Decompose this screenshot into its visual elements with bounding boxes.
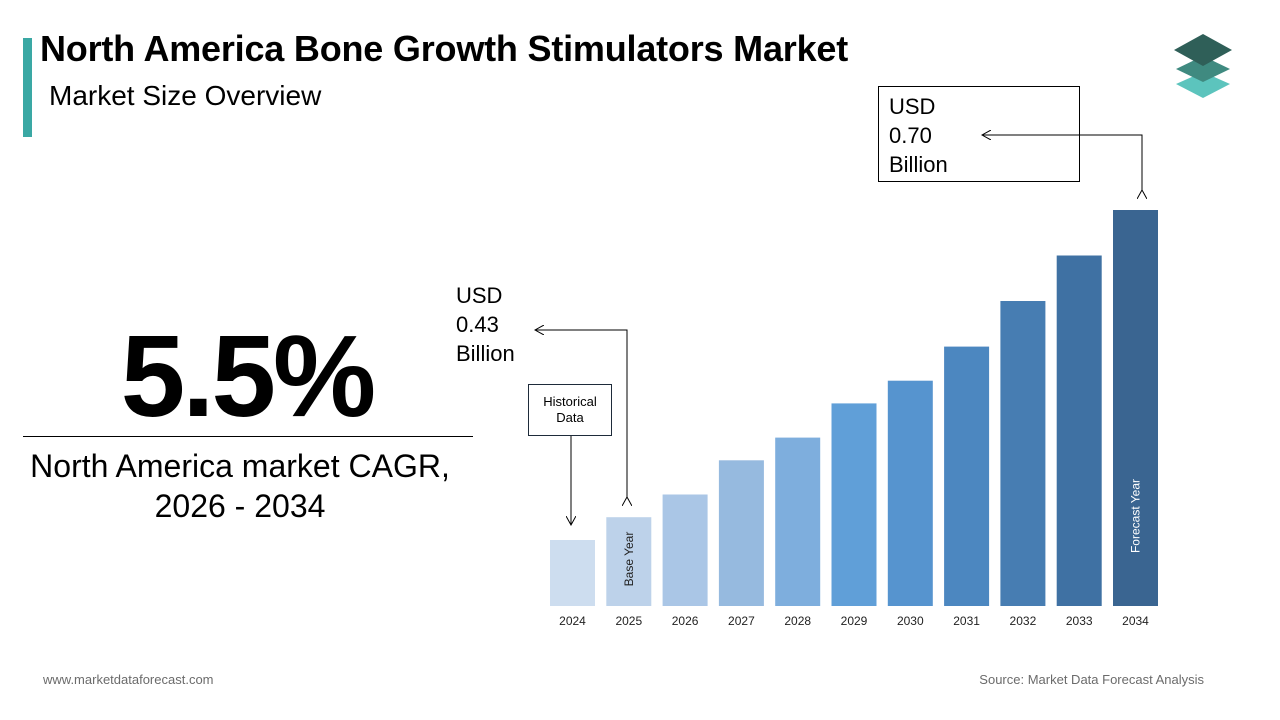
- cagr-value: 5.5%: [120, 311, 376, 441]
- bar-2030: [887, 380, 933, 606]
- x-label-2032: 2032: [1010, 614, 1037, 628]
- start-value-unit: Billion: [456, 341, 515, 366]
- x-label-2029: 2029: [841, 614, 868, 628]
- brand-logo-icon: [1174, 34, 1232, 98]
- start-value-arrow: [536, 330, 627, 498]
- chart-bar-annotations: Base Year Forecast Year: [622, 479, 1143, 586]
- cagr-divider: [23, 436, 473, 437]
- bar-annotation-2025: Base Year: [622, 532, 636, 587]
- end-value-unit: Billion: [889, 152, 948, 177]
- historical-data-callout: Historical Data: [528, 384, 612, 436]
- bar-annotation-2034: Forecast Year: [1129, 479, 1143, 553]
- bar-2026: [662, 494, 708, 606]
- chart-bars: [550, 210, 1158, 606]
- x-label-2030: 2030: [897, 614, 924, 628]
- x-label-2025: 2025: [615, 614, 642, 628]
- bar-2033: [1056, 255, 1102, 606]
- end-value-callout: USD 0.70 Billion: [878, 86, 1080, 182]
- end-value-arrow: [983, 135, 1142, 191]
- bar-2032: [1000, 301, 1046, 606]
- chart-x-axis-labels: 2024 2025 2026 2027 2028 2029 2030 2031 2032 2033…: [559, 614, 1149, 628]
- x-label-2034: 2034: [1122, 614, 1149, 628]
- cagr-caption: North America market CAGR, 2026 - 2034: [0, 446, 480, 526]
- bar-2031: [944, 346, 990, 606]
- start-value-currency: USD: [456, 283, 503, 308]
- x-label-2026: 2026: [672, 614, 699, 628]
- bar-2029: [831, 403, 877, 606]
- historical-data-label-1: Historical: [543, 394, 597, 409]
- start-value-amount: 0.43: [456, 312, 499, 337]
- cagr-caption-line-2: 2026 - 2034: [154, 488, 326, 524]
- end-value-currency: USD: [889, 94, 936, 119]
- x-label-2033: 2033: [1066, 614, 1093, 628]
- x-label-2031: 2031: [953, 614, 980, 628]
- page-title: North America Bone Growth Stimulators Ma…: [40, 28, 849, 69]
- historical-data-label-2: Data: [556, 410, 584, 425]
- callout-arrows: [536, 135, 1142, 524]
- bar-2028: [775, 437, 821, 606]
- cagr-caption-line-1: North America market CAGR,: [30, 448, 450, 484]
- footer-source: Source: Market Data Forecast Analysis: [979, 672, 1204, 687]
- page-subtitle: Market Size Overview: [49, 80, 322, 111]
- bar-2025: [606, 517, 652, 606]
- footer-website: www.marketdataforecast.com: [43, 672, 214, 687]
- x-label-2028: 2028: [784, 614, 811, 628]
- end-value-amount: 0.70: [889, 123, 932, 148]
- x-label-2027: 2027: [728, 614, 755, 628]
- start-value-callout: USD 0.43 Billion: [456, 281, 515, 368]
- bar-2027: [718, 460, 764, 606]
- bar-2024: [550, 540, 595, 606]
- x-label-2024: 2024: [559, 614, 586, 628]
- bar-2034: [1113, 210, 1158, 606]
- title-accent-bar: [23, 38, 32, 137]
